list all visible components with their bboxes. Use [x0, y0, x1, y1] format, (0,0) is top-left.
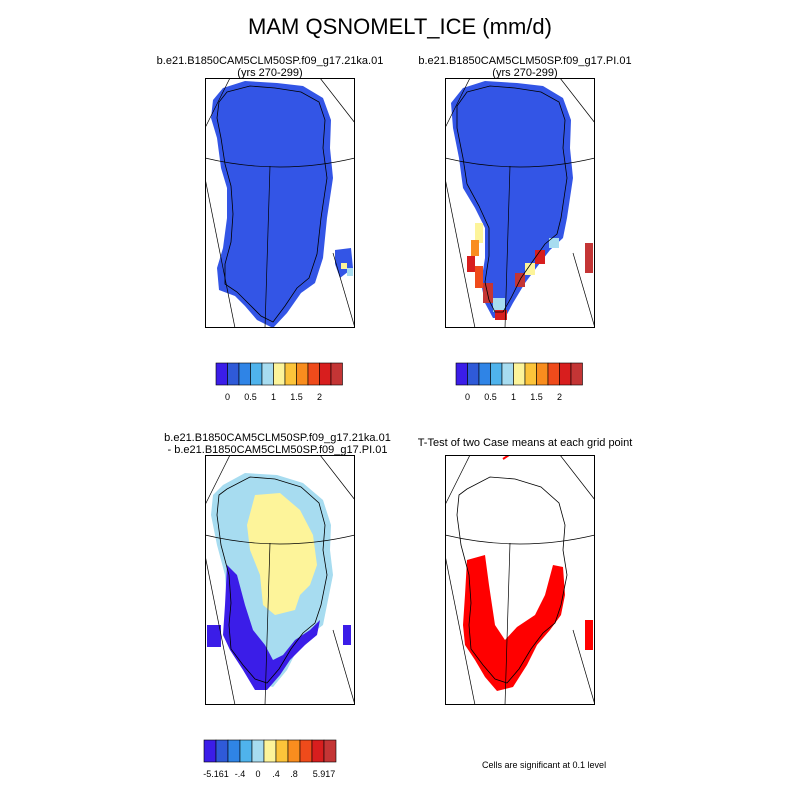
colorbar-swatch — [238, 362, 251, 386]
panel1-title-line2: (yrs 270-299) — [237, 67, 303, 79]
colorbar-swatch — [250, 362, 263, 386]
colorbar-swatch — [536, 362, 549, 386]
panel3-title-line1: b.e21.B1850CAM5CLM50SP.f09_g17.21ka.01 — [164, 432, 391, 444]
panel1-title-line1: b.e21.B1850CAM5CLM50SP.f09_g17.21ka.01 — [156, 55, 384, 67]
colorbar-swatch — [513, 362, 526, 386]
map-panel-difference — [205, 455, 355, 705]
colorbar-swatch — [227, 739, 241, 763]
colorbar-tick-label: 0.5 — [484, 392, 497, 402]
colorbar-tick-label: .8 — [290, 769, 298, 779]
colorbar-tick-label: 2 — [557, 392, 562, 402]
colorbar-tick-label: 0 — [225, 392, 230, 402]
colorbar-swatch — [287, 739, 301, 763]
colorbar-swatch — [490, 362, 503, 386]
colorbar-swatch — [239, 739, 253, 763]
colorbar-tick-label: 2 — [317, 392, 322, 402]
colorbar-swatch — [501, 362, 514, 386]
colorbar-swatch — [307, 362, 320, 386]
colorbar-panel2: 0 0.5 1 1.5 2 — [455, 362, 583, 402]
figure-title: MAM QSNOMELT_ICE (mm/d) — [248, 14, 552, 39]
colorbar-swatch — [275, 739, 289, 763]
colorbar-tick-label: 1 — [511, 392, 516, 402]
colorbar-tick-label: 0 — [465, 392, 470, 402]
colorbar-swatch — [296, 362, 309, 386]
colorbar-tick-label: 1.5 — [290, 392, 303, 402]
colorbar-swatch — [263, 739, 277, 763]
coastline — [216, 85, 328, 323]
colorbar-swatch — [203, 739, 217, 763]
colorbar-tick-label: .4 — [272, 769, 280, 779]
panel3-title-line2: - b.e21.B1850CAM5CLM50SP.f09_g17.PI.01 — [167, 444, 388, 456]
colorbar-tick-label: 5.917 — [313, 769, 336, 779]
map-panel-pi — [445, 78, 595, 328]
panel2-title-line1: b.e21.B1850CAM5CLM50SP.f09_g17.PI.01 — [418, 55, 632, 67]
colorbar-swatch — [311, 739, 325, 763]
colorbar-swatch — [299, 739, 313, 763]
colorbar-tick-label: 1.5 — [530, 392, 543, 402]
colorbar-swatch — [467, 362, 480, 386]
panel1-title: b.e21.B1850CAM5CLM50SP.f09_g17.21ka.01 (… — [150, 55, 390, 79]
colorbar-swatch — [227, 362, 240, 386]
colorbar-tick-label: 1 — [271, 392, 276, 402]
colorbar-swatch — [319, 362, 332, 386]
panel4-title-line1: T-Test of two Case means at each grid po… — [417, 437, 633, 449]
colorbar-swatch — [559, 362, 572, 386]
colorbar-swatch — [261, 362, 274, 386]
colorbar-swatch — [273, 362, 286, 386]
colorbar-swatch — [284, 362, 297, 386]
colorbar-swatch — [215, 739, 229, 763]
panel3-title: b.e21.B1850CAM5CLM50SP.f09_g17.21ka.01 -… — [150, 432, 405, 456]
panel2-title: b.e21.B1850CAM5CLM50SP.f09_g17.PI.01 (yr… — [400, 55, 650, 79]
colorbar-swatch — [547, 362, 560, 386]
greenland-melt-field — [211, 81, 333, 328]
significance-note: Cells are significant at 0.1 level — [482, 760, 607, 770]
colorbar-tick-label: -5.161 — [203, 769, 229, 779]
panel2-title-line2: (yrs 270-299) — [492, 67, 558, 79]
colorbar-tick-label: 0.5 — [244, 392, 257, 402]
colorbar-swatch — [330, 362, 343, 386]
colorbar-swatch — [570, 362, 583, 386]
colorbar-swatch — [323, 739, 337, 763]
map-panel-ttest — [445, 455, 595, 705]
panel4-title: T-Test of two Case means at each grid po… — [400, 437, 650, 449]
colorbar-swatch — [455, 362, 468, 386]
map-panel-21ka — [205, 78, 355, 328]
colorbar-swatch — [251, 739, 265, 763]
colorbar-difference: -5.161 -.4 0 .4 .8 5.917 — [203, 739, 337, 779]
colorbar-tick-label: -.4 — [235, 769, 246, 779]
colorbar-swatch — [478, 362, 491, 386]
colorbar-panel1: 0 0.5 1 1.5 2 — [215, 362, 343, 402]
colorbar-swatch — [524, 362, 537, 386]
colorbar-swatch — [215, 362, 228, 386]
colorbar-tick-label: 0 — [255, 769, 260, 779]
